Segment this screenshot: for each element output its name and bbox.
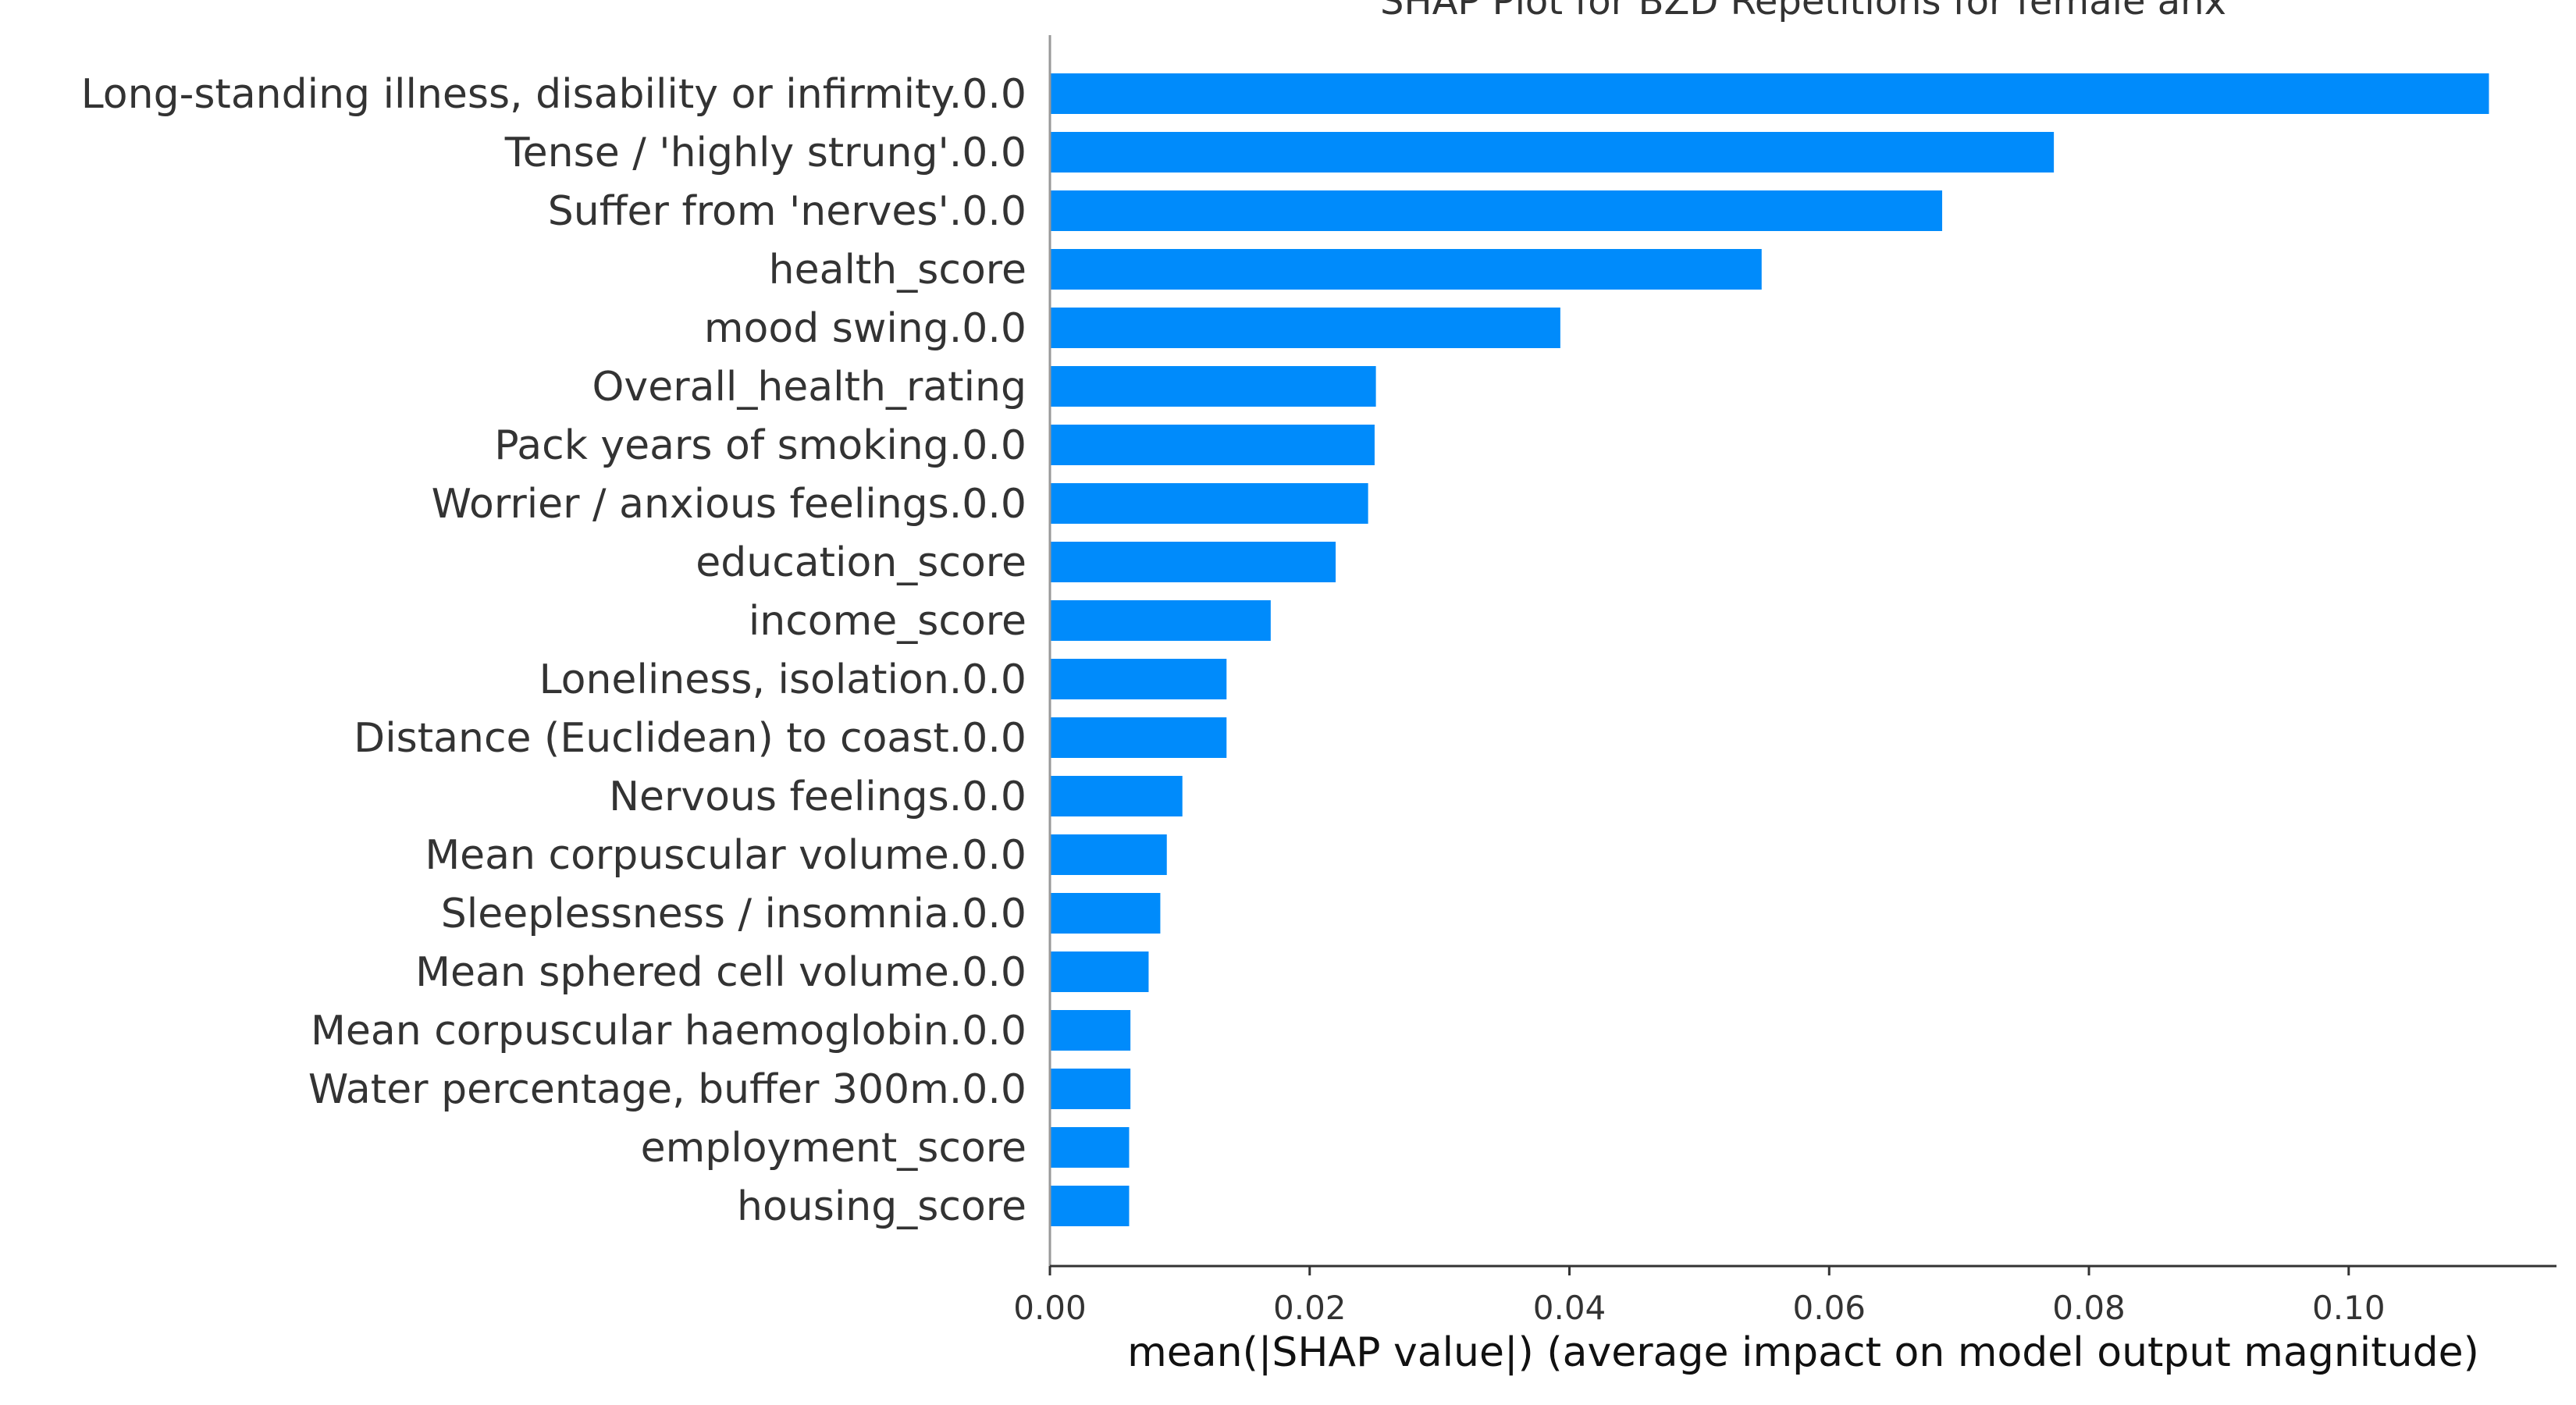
category-label: Nervous feelings.0.0: [609, 774, 1026, 820]
x-tick-label: 0.04: [1533, 1289, 1606, 1327]
x-tick-label: 0.10: [2312, 1289, 2386, 1327]
x-tick-label: 0.08: [2052, 1289, 2126, 1327]
category-labels: Long-standing illness, disability or inf…: [81, 71, 1026, 1230]
x-tick-label: 0.02: [1273, 1289, 1347, 1327]
category-label: Long-standing illness, disability or inf…: [81, 71, 1026, 118]
category-label: Distance (Euclidean) to coast.0.0: [354, 715, 1026, 762]
bar: [1050, 542, 1336, 582]
bar: [1050, 249, 1762, 290]
category-label: employment_score: [641, 1125, 1026, 1172]
bar: [1050, 425, 1375, 465]
x-tick-label: 0.06: [1793, 1289, 1866, 1327]
category-label: Mean corpuscular haemoglobin.0.0: [311, 1008, 1026, 1055]
category-label: Sleeplessness / insomnia.0.0: [441, 891, 1026, 937]
bar: [1050, 776, 1183, 816]
bar: [1050, 1069, 1131, 1109]
bar: [1050, 1127, 1130, 1168]
bars-group: [1050, 73, 2489, 1226]
category-label: Suffer from 'nerves'.0.0: [548, 188, 1026, 235]
bar: [1050, 659, 1227, 699]
category-label: income_score: [749, 598, 1026, 645]
x-axis-ticks: 0.00 0.02 0.04 0.06 0.08 0.10: [1013, 1266, 2386, 1327]
bar: [1050, 190, 1943, 231]
category-label: housing_score: [737, 1183, 1026, 1230]
bar: [1050, 483, 1368, 524]
bar: [1050, 308, 1560, 348]
category-label: Mean sphered cell volume.0.0: [415, 949, 1026, 996]
bar: [1050, 366, 1376, 407]
category-label: Overall_health_rating: [592, 364, 1027, 411]
category-label: health_score: [769, 247, 1026, 293]
category-label: Tense / 'highly strung'.0.0: [504, 130, 1026, 176]
bar: [1050, 893, 1161, 934]
bar: [1050, 1186, 1130, 1226]
bar: [1050, 717, 1227, 758]
category-label: Loneliness, isolation.0.0: [539, 656, 1026, 703]
category-label: Worrier / anxious feelings.0.0: [432, 481, 1026, 528]
category-label: education_score: [696, 539, 1026, 586]
bar: [1050, 132, 2055, 173]
bar: [1050, 600, 1271, 641]
category-label: Mean corpuscular volume.0.0: [425, 832, 1026, 879]
x-axis-label: mean(|SHAP value|) (average impact on mo…: [1127, 1329, 2479, 1376]
x-tick-label: 0.00: [1013, 1289, 1087, 1327]
category-label: Pack years of smoking.0.0: [494, 422, 1026, 469]
bar: [1050, 951, 1149, 992]
bar: [1050, 1010, 1131, 1051]
category-label: mood swing.0.0: [704, 305, 1026, 352]
category-label: Water percentage, buffer 300m.0.0: [308, 1066, 1026, 1113]
bar: [1050, 834, 1167, 875]
bar: [1050, 73, 2489, 114]
chart-title: SHAP Plot for BZD Repetitions for female…: [1380, 0, 2226, 23]
